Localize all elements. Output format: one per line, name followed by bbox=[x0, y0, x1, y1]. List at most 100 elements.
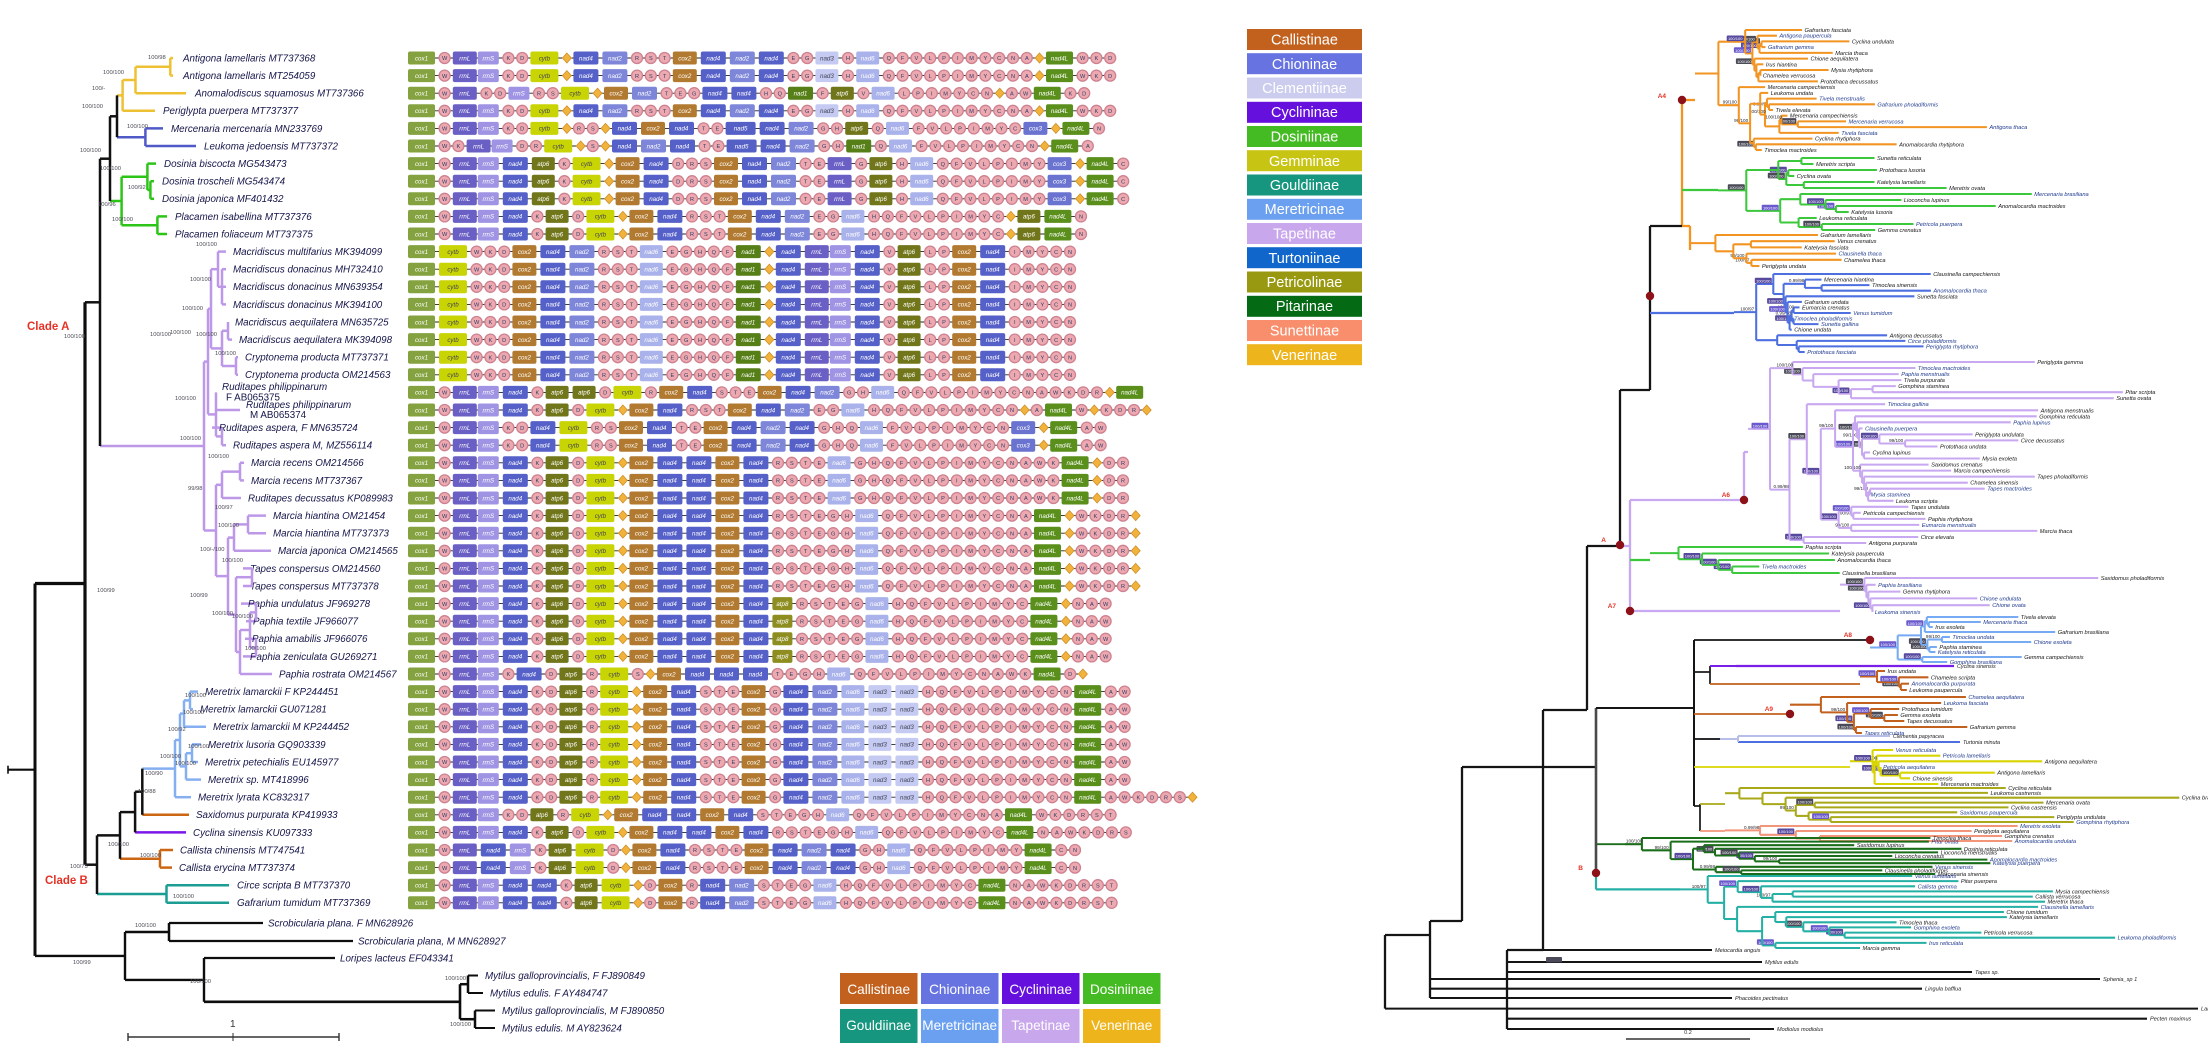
svg-text:100/100: 100/100 bbox=[1758, 940, 1773, 945]
svg-text:Timoclea sinensis: Timoclea sinensis bbox=[1872, 283, 1917, 289]
svg-text:Dosinia japonica MF401432: Dosinia japonica MF401432 bbox=[162, 194, 284, 205]
svg-text:Mytilus edulis. F AY484747: Mytilus edulis. F AY484747 bbox=[490, 988, 608, 999]
svg-text:Mysia campechiensis: Mysia campechiensis bbox=[2055, 889, 2109, 895]
svg-text:100/100: 100/100 bbox=[1786, 921, 1801, 926]
svg-text:100/92: 100/92 bbox=[128, 185, 146, 191]
svg-text:Leukoma paupercula: Leukoma paupercula bbox=[1909, 688, 1962, 694]
svg-text:Mercenaria brasiliana: Mercenaria brasiliana bbox=[2034, 192, 2088, 198]
svg-text:Clade A: Clade A bbox=[27, 321, 69, 333]
svg-text:Tivela elevata: Tivela elevata bbox=[1776, 108, 1811, 114]
svg-text:100/100: 100/100 bbox=[212, 611, 233, 617]
svg-text:Antigona paupercula: Antigona paupercula bbox=[1778, 34, 1831, 40]
svg-text:Leukoma scripta: Leukoma scripta bbox=[1896, 499, 1938, 505]
svg-text:100/100: 100/100 bbox=[112, 217, 133, 223]
svg-text:Tapes conspersus MT737378: Tapes conspersus MT737378 bbox=[250, 581, 379, 592]
svg-text:F AB065375: F AB065375 bbox=[226, 393, 280, 404]
svg-text:0.99/98: 0.99/98 bbox=[1776, 310, 1792, 315]
svg-text:Tapes mactroides: Tapes mactroides bbox=[1987, 487, 2032, 493]
svg-text:100/100: 100/100 bbox=[160, 754, 181, 760]
svg-text:Gomphina reticulata: Gomphina reticulata bbox=[2039, 414, 2090, 420]
svg-text:Ruditapes aspera, F MN635724: Ruditapes aspera, F MN635724 bbox=[219, 423, 358, 434]
svg-text:Marcia thaca: Marcia thaca bbox=[2040, 529, 2073, 535]
svg-text:Gomphina crenatus: Gomphina crenatus bbox=[2005, 834, 2055, 840]
svg-text:100/100: 100/100 bbox=[1855, 756, 1870, 761]
svg-text:Turtoniinae: Turtoniinae bbox=[1268, 251, 1340, 267]
svg-text:100/100: 100/100 bbox=[1836, 441, 1851, 446]
svg-text:99/100: 99/100 bbox=[1926, 634, 1940, 639]
svg-text:Cyclina undulata: Cyclina undulata bbox=[1852, 39, 1894, 45]
svg-text:100/99: 100/99 bbox=[73, 960, 91, 966]
svg-text:Katelysia lamellaris: Katelysia lamellaris bbox=[1877, 180, 1926, 186]
svg-text:Lioconcha lupinus: Lioconcha lupinus bbox=[1904, 198, 1950, 204]
svg-text:100/100: 100/100 bbox=[190, 979, 211, 985]
svg-text:Pitar ovata: Pitar ovata bbox=[1931, 840, 1958, 846]
svg-text:Meretrix exoleta: Meretrix exoleta bbox=[2020, 824, 2060, 830]
svg-text:Timoclea undata: Timoclea undata bbox=[1952, 635, 1994, 641]
svg-text:Petricola lamellaris: Petricola lamellaris bbox=[1943, 754, 1991, 760]
svg-text:Gafrarium fasciata: Gafrarium fasciata bbox=[1805, 28, 1851, 34]
svg-text:100/100: 100/100 bbox=[103, 70, 124, 76]
svg-text:Timoclea pholadiformis: Timoclea pholadiformis bbox=[1794, 317, 1853, 323]
svg-text:Antigona menstrualis: Antigona menstrualis bbox=[2040, 408, 2094, 414]
svg-text:Marcia hiantina MT737373: Marcia hiantina MT737373 bbox=[273, 529, 390, 540]
svg-text:Macridiscus donacinus MK394100: Macridiscus donacinus MK394100 bbox=[233, 300, 383, 311]
svg-text:100/100: 100/100 bbox=[1839, 724, 1854, 729]
svg-text:1: 1 bbox=[230, 1019, 236, 1030]
svg-text:Antigona lamellaris MT254059: Antigona lamellaris MT254059 bbox=[182, 71, 316, 82]
svg-text:100/100: 100/100 bbox=[1740, 37, 1755, 42]
svg-text:100/100: 100/100 bbox=[1834, 388, 1849, 393]
svg-text:Clementiinae: Clementiinae bbox=[1262, 81, 1347, 97]
svg-text:Mercenaria thaca: Mercenaria thaca bbox=[1983, 620, 2027, 626]
svg-text:100/100: 100/100 bbox=[1912, 644, 1927, 649]
svg-text:99/100: 99/100 bbox=[1831, 707, 1845, 712]
svg-text:Chione undulata: Chione undulata bbox=[1980, 596, 2021, 602]
svg-text:Pecten maximus: Pecten maximus bbox=[2150, 1017, 2192, 1023]
svg-text:Chione undata: Chione undata bbox=[1794, 328, 1831, 334]
svg-text:Antigona purpurata: Antigona purpurata bbox=[1868, 541, 1917, 547]
svg-text:Leukoma undata: Leukoma undata bbox=[1771, 91, 1813, 97]
svg-text:Dosinia troscheli MG543474: Dosinia troscheli MG543474 bbox=[162, 177, 286, 188]
svg-text:A: A bbox=[1601, 537, 1606, 544]
svg-text:Tapes reticulata: Tapes reticulata bbox=[1864, 731, 1904, 737]
svg-text:100/100: 100/100 bbox=[215, 351, 236, 357]
svg-text:Meretricinae: Meretricinae bbox=[1265, 202, 1345, 218]
svg-text:100/100: 100/100 bbox=[1849, 586, 1864, 591]
svg-text:Gemminae: Gemminae bbox=[1269, 154, 1340, 170]
svg-text:Meretrix lamarckii GU071281: Meretrix lamarckii GU071281 bbox=[200, 705, 327, 716]
svg-text:100/100: 100/100 bbox=[1676, 854, 1691, 859]
svg-text:100/100: 100/100 bbox=[1860, 671, 1875, 676]
svg-text:100/100: 100/100 bbox=[245, 646, 266, 652]
svg-text:Antigona thaca: Antigona thaca bbox=[1988, 125, 2027, 131]
svg-text:100/100: 100/100 bbox=[82, 104, 103, 110]
svg-text:Katelysia fasciata: Katelysia fasciata bbox=[1804, 245, 1848, 251]
svg-text:100/100: 100/100 bbox=[1776, 316, 1791, 321]
svg-text:Paphia scripta: Paphia scripta bbox=[1805, 545, 1841, 551]
svg-text:Venus tumidum: Venus tumidum bbox=[1853, 311, 1893, 317]
svg-text:Paphia amabilis JF966076: Paphia amabilis JF966076 bbox=[252, 634, 368, 645]
svg-text:Gouldiinae: Gouldiinae bbox=[846, 1018, 911, 1033]
svg-text:Tivela purpurata: Tivela purpurata bbox=[1904, 378, 1945, 384]
svg-text:100/97: 100/97 bbox=[1757, 892, 1771, 897]
svg-text:Circe scripta B MT737370: Circe scripta B MT737370 bbox=[237, 881, 351, 892]
svg-text:Paphia rhytiphora: Paphia rhytiphora bbox=[1928, 517, 1973, 523]
svg-text:Circe pholadiformis: Circe pholadiformis bbox=[1908, 339, 1957, 345]
svg-text:100/100: 100/100 bbox=[450, 1022, 471, 1028]
svg-text:100/100: 100/100 bbox=[1753, 423, 1768, 428]
svg-text:Tivela fasciata: Tivela fasciata bbox=[1841, 131, 1877, 137]
svg-text:Meretricinae: Meretricinae bbox=[922, 1018, 997, 1033]
svg-text:Callista erycina MT737374: Callista erycina MT737374 bbox=[179, 863, 296, 874]
svg-text:Cyclina sinensis KU097333: Cyclina sinensis KU097333 bbox=[193, 828, 313, 839]
svg-text:100/100: 100/100 bbox=[1837, 716, 1852, 721]
svg-text:Marcia recens MT737367: Marcia recens MT737367 bbox=[251, 476, 363, 487]
svg-text:Timoclea mactroides: Timoclea mactroides bbox=[1918, 366, 1971, 372]
svg-text:Chioninae: Chioninae bbox=[929, 982, 990, 997]
svg-text:Tapes conspersus OM214560: Tapes conspersus OM214560 bbox=[250, 564, 381, 575]
svg-text:100/100: 100/100 bbox=[1742, 43, 1757, 48]
svg-text:Tivela mactroides: Tivela mactroides bbox=[1762, 565, 1807, 571]
svg-text:Turtonia minuta: Turtonia minuta bbox=[1963, 740, 2000, 746]
svg-text:Antigona lamellaris: Antigona lamellaris bbox=[1996, 771, 2045, 777]
svg-text:99/98: 99/98 bbox=[188, 486, 203, 492]
svg-text:100/100: 100/100 bbox=[1763, 205, 1778, 210]
svg-text:100/100: 100/100 bbox=[140, 853, 161, 859]
svg-text:99/100: 99/100 bbox=[1843, 432, 1857, 437]
